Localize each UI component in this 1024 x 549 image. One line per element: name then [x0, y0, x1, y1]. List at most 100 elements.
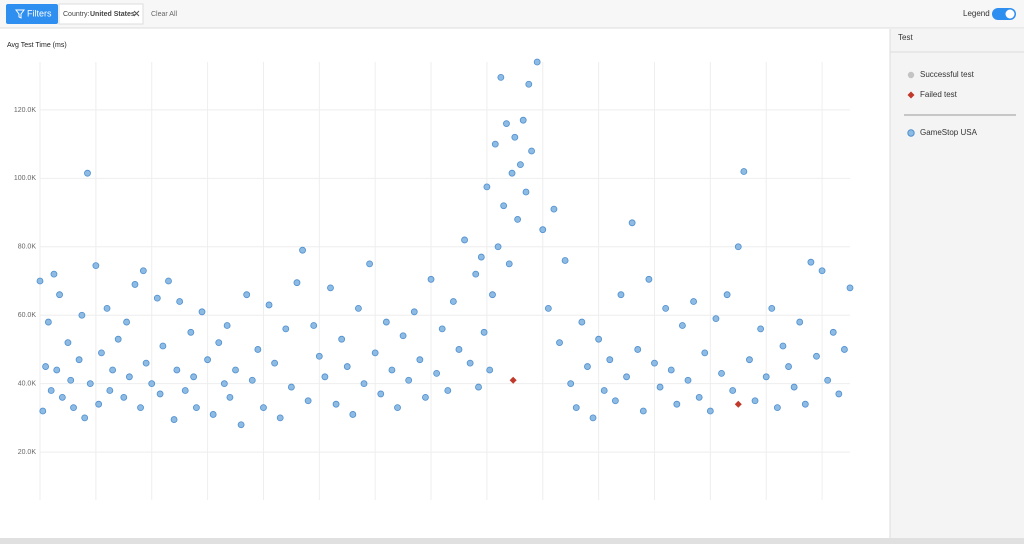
filters-button[interactable] — [6, 4, 58, 24]
legend-title: Test — [898, 33, 913, 42]
point — [355, 304, 362, 312]
point — [723, 291, 731, 299]
legend-panel — [890, 29, 1024, 538]
legend-marker — [907, 91, 915, 99]
point — [679, 322, 686, 329]
toggle-knob — [1005, 9, 1015, 19]
point — [109, 366, 117, 374]
point — [600, 387, 608, 394]
point — [81, 414, 89, 422]
point — [455, 346, 463, 353]
y-tick-label: 60.0K — [18, 312, 37, 319]
filter-chip[interactable] — [58, 3, 144, 25]
point — [237, 421, 245, 429]
point — [497, 73, 505, 81]
point — [36, 277, 44, 285]
point — [785, 363, 792, 370]
filter-value: United States — [90, 11, 135, 18]
point — [131, 281, 139, 288]
chip-close[interactable] — [133, 10, 140, 17]
point — [589, 414, 597, 422]
point — [254, 346, 262, 353]
point — [835, 390, 843, 398]
point — [706, 407, 714, 415]
point — [50, 270, 58, 278]
point — [198, 308, 206, 316]
point — [841, 346, 848, 353]
point — [514, 216, 522, 223]
point — [690, 298, 697, 305]
point — [567, 380, 575, 388]
point — [651, 359, 658, 367]
point — [813, 352, 820, 360]
point — [667, 366, 675, 374]
point — [550, 205, 558, 213]
point — [293, 279, 301, 287]
point — [304, 397, 312, 405]
point — [662, 304, 670, 312]
legend-marker — [907, 129, 915, 137]
point — [491, 140, 499, 148]
point — [142, 359, 150, 367]
point — [265, 301, 273, 309]
point — [606, 356, 614, 364]
point — [500, 202, 508, 210]
point — [271, 359, 279, 367]
point — [58, 393, 66, 401]
legend-label: GameStop USA — [920, 128, 978, 137]
clear-all[interactable]: Clear All — [151, 11, 178, 18]
point — [165, 277, 172, 285]
legend-label: Successful test — [920, 70, 975, 79]
point — [310, 322, 318, 329]
point — [701, 349, 709, 357]
point — [528, 147, 535, 155]
point — [190, 373, 198, 381]
point — [734, 243, 742, 251]
point — [114, 335, 122, 343]
point — [343, 363, 351, 370]
point — [349, 411, 357, 418]
failed-point — [734, 400, 742, 408]
point — [95, 400, 103, 408]
point — [796, 318, 804, 326]
point — [578, 318, 586, 326]
point — [204, 356, 211, 364]
point — [533, 58, 541, 66]
point — [170, 416, 178, 423]
point — [846, 284, 854, 292]
point — [503, 120, 510, 127]
point — [746, 356, 753, 364]
legend-toggle-label: Legend — [963, 9, 990, 18]
point — [623, 373, 630, 381]
point — [757, 325, 765, 333]
point — [56, 291, 63, 299]
point — [427, 275, 435, 283]
legend-label: Failed test — [920, 90, 958, 99]
point — [751, 397, 759, 405]
point — [92, 262, 100, 270]
point — [656, 383, 664, 391]
point — [449, 298, 457, 305]
toolbar — [0, 0, 1024, 28]
point — [232, 366, 239, 374]
point — [628, 219, 636, 227]
point — [215, 339, 223, 346]
point — [416, 356, 424, 364]
point — [466, 359, 474, 367]
point — [187, 328, 195, 336]
point — [519, 116, 527, 124]
point — [287, 383, 295, 391]
point — [584, 363, 591, 370]
point — [84, 169, 91, 177]
point — [338, 335, 346, 343]
point — [779, 342, 787, 350]
point — [522, 188, 530, 196]
point — [226, 393, 234, 401]
point — [223, 322, 231, 329]
point — [561, 257, 569, 264]
point — [260, 404, 267, 412]
point — [773, 404, 781, 412]
point — [98, 349, 105, 357]
